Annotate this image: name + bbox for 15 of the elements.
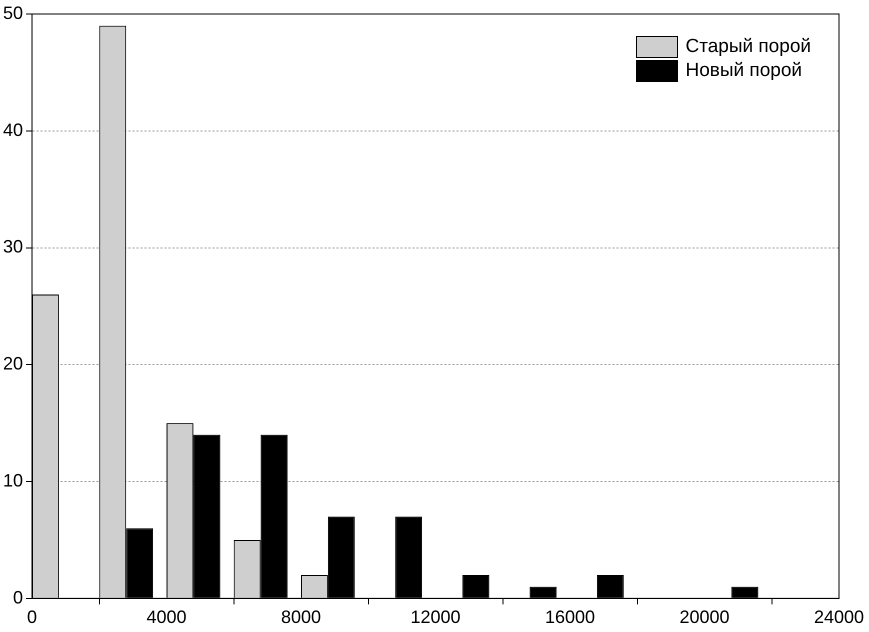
x-tick-label: 12000 [410,607,461,628]
y-tick-label: 50 [2,2,24,23]
x-tick-label: 4000 [146,607,187,628]
x-tick-label: 24000 [814,607,864,628]
y-tick-label: 40 [2,120,24,140]
x-tick-label: 0 [27,607,38,628]
y-tick-label: 0 [13,587,24,608]
x-tick-label: 8000 [280,607,322,628]
y-tick-label: 20 [2,354,24,374]
legend-label: Новый порой [686,60,802,82]
x-tick-label: 20000 [679,607,730,628]
y-tick-label: 10 [2,470,24,490]
x-tick-label: 16000 [544,607,596,628]
y-tick-label: 30 [2,236,24,257]
legend-label: Старый порой [686,36,811,58]
